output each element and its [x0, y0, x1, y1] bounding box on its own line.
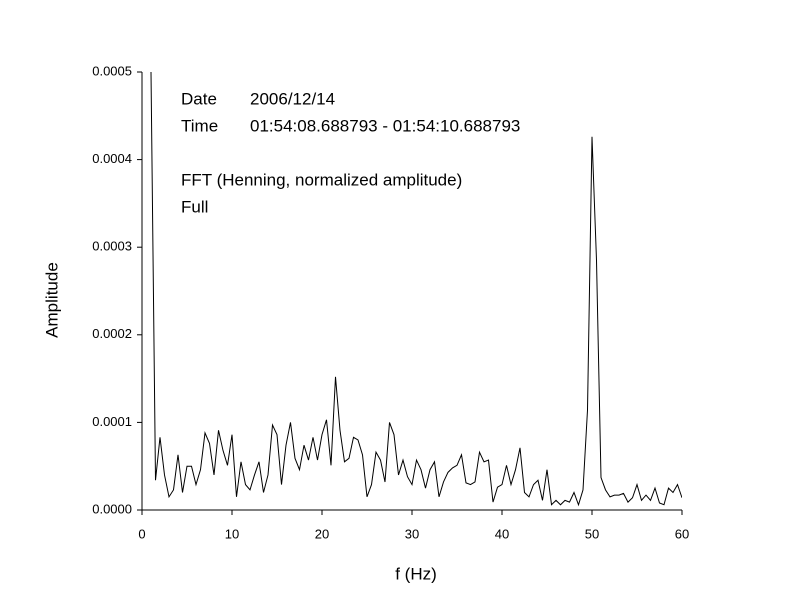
x-tick-label: 20: [315, 526, 329, 541]
x-tick-label: 60: [675, 526, 689, 541]
x-tick-label: 40: [495, 526, 509, 541]
data-line: [150, 72, 682, 507]
y-axis-label: Amplitude: [42, 262, 61, 338]
x-axis-label: f (Hz): [395, 564, 437, 583]
annotation: Full: [181, 197, 208, 216]
annotation: FFT (Henning, normalized amplitude): [181, 170, 462, 189]
x-tick-label: 10: [225, 526, 239, 541]
y-tick-label: 0.0004: [92, 151, 132, 166]
y-tick-label: 0.0002: [92, 326, 132, 341]
annotation: Time: [181, 116, 218, 135]
y-tick-label: 0.0000: [92, 501, 132, 516]
annotation: 01:54:08.688793 - 01:54:10.688793: [250, 116, 520, 135]
annotation: Date: [181, 89, 217, 108]
annotation: 2006/12/14: [250, 89, 335, 108]
x-tick-label: 30: [405, 526, 419, 541]
x-tick-label: 0: [138, 526, 145, 541]
x-tick-label: 50: [585, 526, 599, 541]
y-tick-label: 0.0001: [92, 414, 132, 429]
y-tick-label: 0.0003: [92, 239, 132, 254]
y-tick-label: 0.0005: [92, 63, 132, 78]
